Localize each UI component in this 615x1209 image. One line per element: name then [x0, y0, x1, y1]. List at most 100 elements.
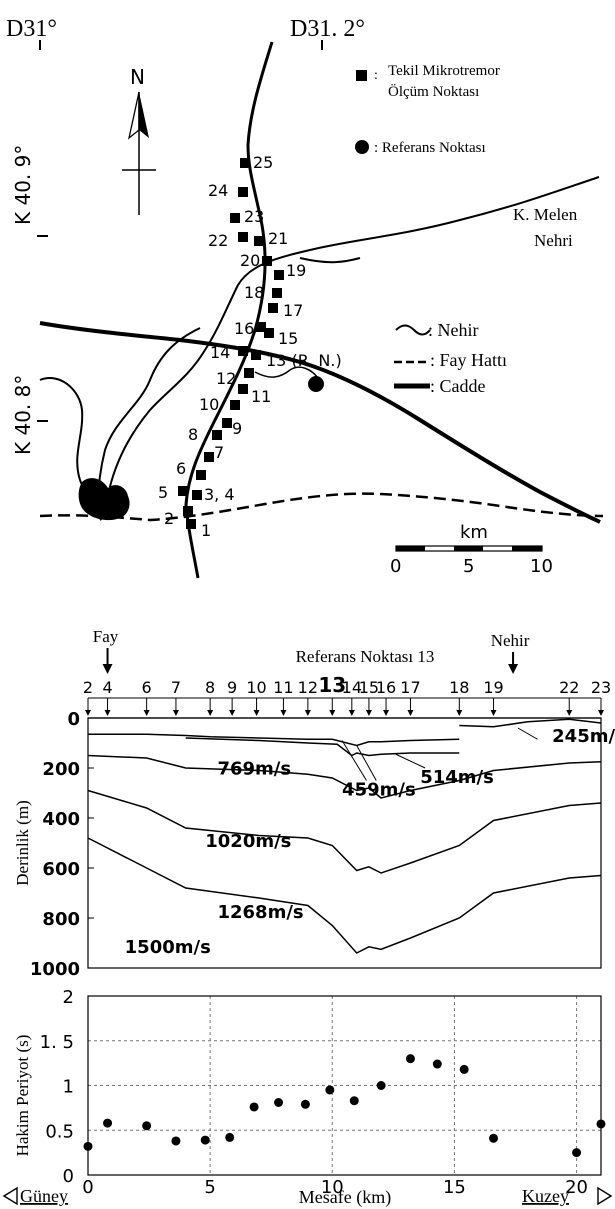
velocity-label: 769m/s — [217, 758, 291, 779]
point-square — [222, 418, 232, 428]
legend-colon-square: : — [374, 68, 378, 83]
point-label: 2 — [164, 509, 174, 528]
river-branch — [299, 257, 361, 264]
layer-boundary — [88, 733, 460, 747]
point-square — [262, 256, 272, 266]
point-square — [230, 400, 240, 410]
data-point — [300, 1099, 310, 1109]
x-tick-label: 15 — [443, 1177, 466, 1198]
station-arrow-head — [280, 710, 287, 716]
data-point — [225, 1132, 235, 1142]
fault-annotation: Fay — [93, 627, 119, 646]
x-tick-label: 0 — [82, 1177, 93, 1198]
latitude-label-top: K 40. 9° — [11, 145, 35, 225]
data-point — [325, 1085, 335, 1095]
layer-boundary — [87, 754, 602, 799]
scale-unit: km — [460, 522, 488, 543]
latitude-label-bottom: K 40. 8° — [11, 375, 35, 455]
y-tick-label: 2 — [63, 987, 74, 1008]
y-tick-label: 0 — [63, 1166, 74, 1187]
point-square — [254, 236, 264, 246]
fault-arrow-head — [102, 664, 113, 674]
point-square — [204, 452, 214, 462]
station-arrow-head — [490, 710, 497, 716]
point-label: 15 — [278, 329, 298, 348]
data-point — [405, 1054, 415, 1064]
point-square — [272, 288, 282, 298]
point-label: 19 — [286, 261, 306, 280]
x-tick-label: 20 — [565, 1177, 588, 1198]
velocity-label: 245m/s — [552, 726, 615, 747]
velocity-label: 514m/s — [420, 767, 494, 788]
scale-tick-0: 0 — [390, 556, 401, 577]
velocity-label: 459m/s — [342, 780, 416, 801]
station-label: 9 — [227, 678, 237, 697]
scale-tick-5: 5 — [463, 556, 474, 577]
station-arrow-head — [348, 710, 355, 716]
data-point — [103, 1118, 113, 1128]
legend-river-icon — [395, 324, 431, 336]
svg-text:N: N — [130, 65, 145, 89]
y-tick-label: 1 — [63, 1077, 74, 1098]
river-annotation: Nehir — [491, 631, 530, 650]
data-point — [572, 1148, 582, 1158]
point-square — [186, 519, 196, 529]
y-axis-title: Hakim Periyot (s) — [13, 1035, 32, 1157]
south-label: Güney — [20, 1186, 68, 1206]
point-label: 20 — [240, 251, 260, 270]
station-label: 11 — [273, 678, 293, 697]
point-label: 9 — [232, 419, 242, 438]
station-label: 12 — [298, 678, 318, 697]
data-point — [249, 1102, 259, 1112]
data-point — [142, 1121, 152, 1131]
leader-line — [341, 740, 367, 781]
period-scatter-plot: 0 0.5 1 1. 5 2 Hakim Periyot (s) 0 5 10 15 20 Mesaf… — [2, 987, 613, 1208]
station-arrow-head — [566, 710, 573, 716]
layer-boundary — [185, 737, 460, 757]
y-tick-label: 800 — [42, 909, 80, 930]
point-square — [192, 490, 202, 500]
data-point — [459, 1064, 469, 1074]
point-label: 24 — [208, 181, 228, 200]
velocity-label: 1268m/s — [217, 902, 303, 923]
station-label: 18 — [449, 678, 469, 697]
y-tick-label: 200 — [42, 759, 80, 780]
y-tick-label: 1000 — [30, 959, 80, 980]
legend-river-label: : Nehir — [428, 320, 478, 340]
layer-boundary — [87, 789, 602, 874]
reference-point-marker — [308, 376, 324, 392]
station-arrow-head — [329, 710, 336, 716]
leader-line — [356, 745, 377, 781]
data-point — [349, 1096, 359, 1106]
point-square — [240, 158, 250, 168]
point-square — [256, 322, 266, 332]
point-label: 18 — [244, 283, 264, 302]
station-arrow-head — [383, 710, 390, 716]
y-tick-label: 600 — [42, 859, 80, 880]
data-point — [274, 1098, 284, 1108]
reference-annotation: Referans Noktası 13 — [296, 647, 435, 666]
fault-line — [39, 492, 604, 522]
map-legend: : Nehir : Fay Hattı : Cadde — [394, 320, 507, 396]
station-arrow-head — [365, 710, 372, 716]
station-label: 17 — [400, 678, 420, 697]
station-label: 14 — [342, 678, 362, 697]
legend-square-label-1: Tekil Mikrotremor — [388, 63, 500, 79]
station-label: 22 — [559, 678, 579, 697]
point-square — [178, 486, 188, 496]
station-label: 19 — [483, 678, 503, 697]
station-label: 16 — [376, 678, 396, 697]
station-arrow-head — [456, 710, 463, 716]
river-melen — [99, 176, 600, 521]
station-label: 15 — [359, 678, 379, 697]
point-label: 17 — [283, 301, 303, 320]
point-label: 11 — [251, 387, 271, 406]
station-arrow-head — [104, 710, 111, 716]
station-arrow-head — [253, 710, 260, 716]
legend-square-icon — [356, 70, 367, 81]
point-label: 23 — [244, 207, 264, 226]
point-label: 12 — [216, 369, 236, 388]
point-label: 14 — [210, 343, 230, 362]
river-arrow-head — [508, 664, 519, 674]
